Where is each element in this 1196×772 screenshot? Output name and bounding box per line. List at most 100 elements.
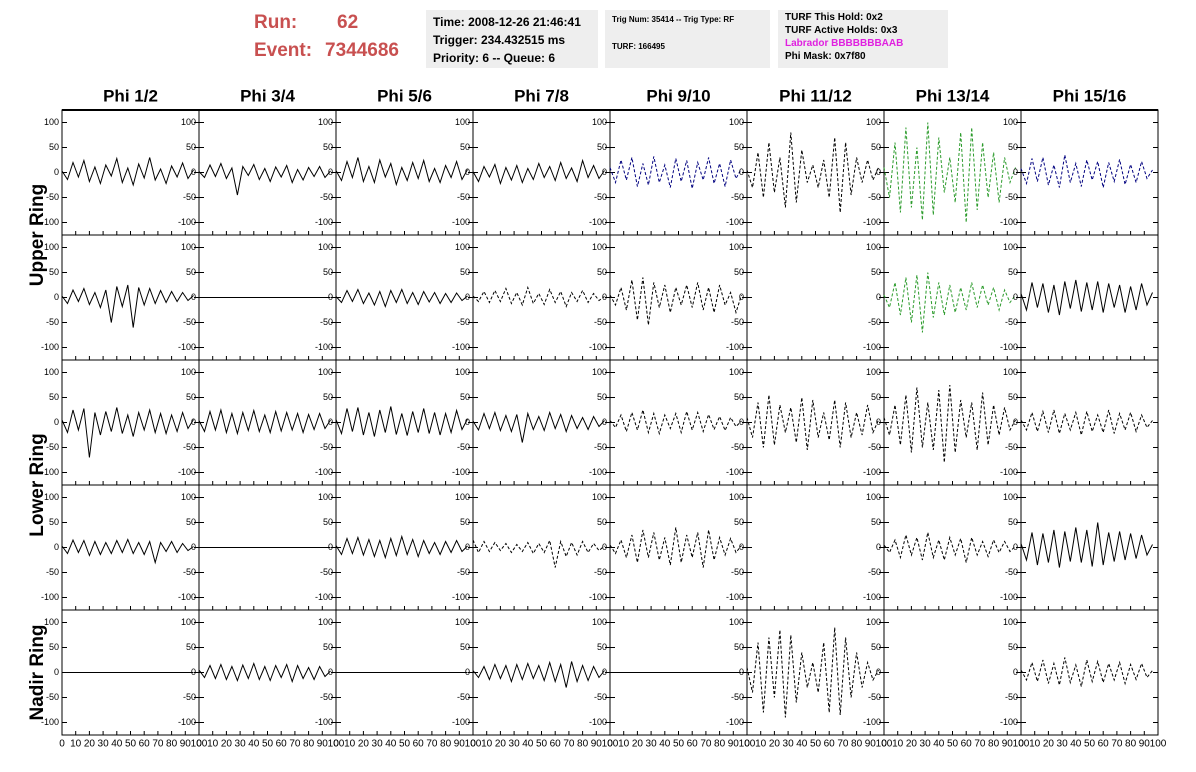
x-tick-label: 100 — [739, 739, 756, 750]
y-tick-label: 0 — [54, 292, 59, 302]
ring-label: Lower Ring — [27, 433, 48, 536]
x-tick-label: 90 — [454, 739, 466, 750]
y-tick-label: -50 — [1005, 317, 1018, 327]
x-tick-label: 30 — [1057, 739, 1069, 750]
waveform — [609, 277, 742, 326]
y-tick-label: 0 — [328, 417, 333, 427]
y-tick-label: -50 — [320, 192, 333, 202]
y-tick-label: -50 — [46, 692, 59, 702]
x-tick-label: 100 — [465, 739, 482, 750]
y-tick-label: 50 — [186, 517, 196, 527]
x-tick-label: 50 — [810, 739, 822, 750]
y-tick-label: 50 — [460, 142, 470, 152]
x-tick-label: 90 — [865, 739, 877, 750]
x-tick-label: 60 — [413, 739, 425, 750]
y-tick-label: -100 — [726, 467, 744, 477]
column-header: Phi 9/10 — [646, 86, 710, 105]
y-tick-label: 0 — [328, 542, 333, 552]
y-tick-label: 0 — [602, 417, 607, 427]
x-tick-label: 70 — [974, 739, 986, 750]
y-tick-label: 100 — [318, 367, 333, 377]
y-tick-label: -100 — [315, 592, 333, 602]
y-tick-label: 0 — [739, 417, 744, 427]
y-tick-label: 100 — [729, 492, 744, 502]
y-tick-label: -50 — [594, 192, 607, 202]
y-tick-label: 100 — [181, 617, 196, 627]
x-tick-label: 90 — [1002, 739, 1014, 750]
y-tick-label: 0 — [739, 167, 744, 177]
x-tick-label: 50 — [399, 739, 411, 750]
y-tick-label: -100 — [315, 342, 333, 352]
y-tick-label: 50 — [460, 392, 470, 402]
x-tick-label: 80 — [303, 739, 315, 750]
y-tick-label: 50 — [734, 642, 744, 652]
y-tick-label: -50 — [731, 442, 744, 452]
y-tick-label: 50 — [49, 642, 59, 652]
waveform — [335, 288, 468, 308]
y-tick-label: 100 — [592, 492, 607, 502]
info-line: TURF: 166495 — [612, 42, 665, 51]
y-tick-label: 100 — [181, 242, 196, 252]
y-tick-label: -100 — [1000, 342, 1018, 352]
x-tick-label: 70 — [289, 739, 301, 750]
y-tick-label: 50 — [734, 267, 744, 277]
y-tick-label: 50 — [597, 142, 607, 152]
y-tick-label: 100 — [44, 617, 59, 627]
waveform — [1020, 522, 1153, 568]
y-tick-label: -100 — [863, 217, 881, 227]
y-tick-label: 50 — [871, 642, 881, 652]
x-tick-label: 0 — [1018, 739, 1024, 750]
x-tick-label: 50 — [1084, 739, 1096, 750]
y-tick-label: 0 — [876, 417, 881, 427]
y-tick-label: 0 — [465, 542, 470, 552]
y-tick-label: -100 — [178, 217, 196, 227]
y-tick-label: 0 — [465, 167, 470, 177]
y-tick-label: -50 — [457, 567, 470, 577]
y-tick-label: 100 — [455, 617, 470, 627]
waveform — [61, 538, 194, 565]
y-tick-label: -100 — [589, 467, 607, 477]
y-tick-label: 100 — [729, 117, 744, 127]
x-tick-label: 50 — [673, 739, 685, 750]
y-tick-label: 50 — [1008, 642, 1018, 652]
y-tick-label: 100 — [729, 367, 744, 377]
x-tick-label: 70 — [152, 739, 164, 750]
y-tick-label: -100 — [178, 592, 196, 602]
waveform — [335, 534, 468, 560]
y-tick-label: -100 — [452, 217, 470, 227]
y-tick-label: 50 — [597, 267, 607, 277]
y-tick-label: -100 — [452, 467, 470, 477]
y-tick-label: -100 — [1000, 592, 1018, 602]
y-tick-label: 0 — [191, 542, 196, 552]
y-tick-label: 100 — [318, 617, 333, 627]
panel-frame — [1020, 109, 1159, 236]
run-number: 62 — [337, 12, 359, 33]
y-tick-label: 0 — [602, 292, 607, 302]
y-tick-label: -100 — [315, 717, 333, 727]
y-tick-label: -50 — [594, 317, 607, 327]
y-tick-label: 50 — [323, 267, 333, 277]
y-tick-label: 50 — [734, 142, 744, 152]
x-tick-label: 70 — [837, 739, 849, 750]
x-tick-label: 100 — [876, 739, 893, 750]
turf-box: TURF This Hold: 0x2 TURF Active Holds: 0… — [778, 10, 948, 68]
waveform — [61, 407, 194, 458]
y-tick-label: -50 — [183, 192, 196, 202]
y-tick-label: -50 — [320, 567, 333, 577]
run-label: Run: — [254, 12, 298, 33]
column-header: Phi 5/6 — [377, 86, 432, 105]
y-tick-label: 0 — [1013, 417, 1018, 427]
x-tick-label: 0 — [470, 739, 476, 750]
y-tick-label: -50 — [1005, 567, 1018, 577]
x-tick-label: 40 — [1070, 739, 1082, 750]
y-tick-label: 0 — [739, 542, 744, 552]
y-tick-label: -100 — [726, 592, 744, 602]
y-tick-label: 0 — [465, 292, 470, 302]
x-tick-label: 20 — [221, 739, 233, 750]
column-header: Phi 11/12 — [779, 86, 852, 105]
x-tick-label: 40 — [248, 739, 260, 750]
y-tick-label: -50 — [868, 317, 881, 327]
y-tick-label: -50 — [594, 442, 607, 452]
y-tick-label: -50 — [594, 692, 607, 702]
